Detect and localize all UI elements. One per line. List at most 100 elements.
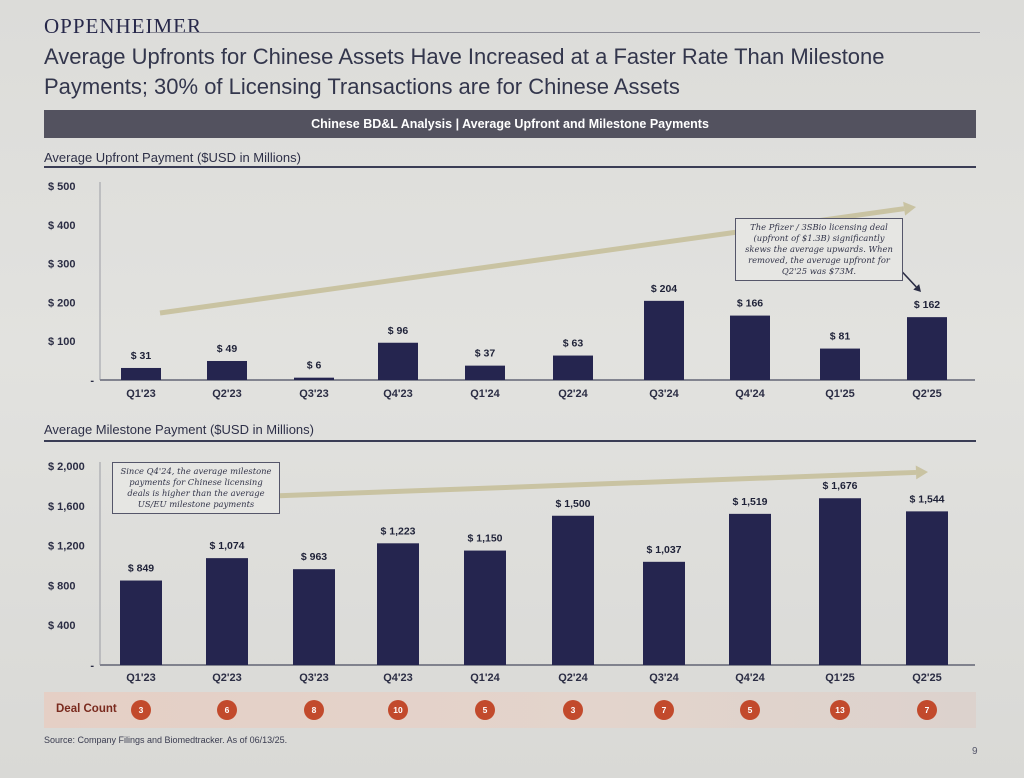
milestone-y-tick-label: - — [90, 660, 94, 672]
upfront-bar — [820, 348, 860, 380]
milestone-category-label: Q3'23 — [299, 672, 329, 684]
milestone-y-tick-label: $ 400 — [48, 620, 76, 632]
upfront-value-label: $ 204 — [651, 283, 677, 295]
milestone-y-tick-label: $ 2,000 — [48, 461, 85, 473]
upfront-category-label: Q1'23 — [126, 388, 156, 400]
upfront-y-tick-label: $ 300 — [48, 259, 76, 271]
milestone-bar — [206, 558, 248, 665]
deal-count-circle: 8 — [304, 700, 324, 720]
upfront-bar — [644, 300, 684, 380]
upfront-category-label: Q3'23 — [299, 388, 329, 400]
upfront-value-label: $ 49 — [217, 343, 238, 355]
milestone-value-label: $ 963 — [301, 551, 327, 563]
milestone-category-label: Q2'24 — [558, 672, 588, 684]
deal-count-circle: 5 — [475, 700, 495, 720]
oppenheimer-logo: OPPENHEIMER — [44, 14, 203, 38]
upfront-bar — [207, 360, 247, 380]
section-banner: Chinese BD&L Analysis | Average Upfront … — [44, 110, 976, 138]
upfront-category-label: Q4'24 — [735, 388, 765, 400]
upfront-bar — [465, 365, 505, 380]
upfront-chart-title: Average Upfront Payment ($USD in Million… — [44, 150, 301, 165]
deal-count-circle: 5 — [740, 700, 760, 720]
upfront-y-tick-label: $ 100 — [48, 336, 76, 348]
milestone-category-label: Q3'24 — [649, 672, 679, 684]
milestone-trend-arrow-shaft — [271, 469, 917, 499]
milestone-category-label: Q1'24 — [470, 672, 500, 684]
deal-count-circle: 3 — [563, 700, 583, 720]
milestone-trend-arrow-head — [915, 465, 928, 480]
upfront-category-label: Q3'24 — [649, 388, 679, 400]
deal-count-circle: 3 — [131, 700, 151, 720]
upfront-value-label: $ 96 — [388, 325, 409, 337]
upfront-value-label: $ 166 — [737, 298, 763, 310]
milestone-bar — [643, 561, 685, 665]
upfront-bar — [378, 342, 418, 380]
upfront-bar — [121, 367, 161, 380]
milestone-category-label: Q4'23 — [383, 672, 413, 684]
slide-title-line-1: Average Upfronts for Chinese Assets Have… — [44, 44, 885, 69]
milestone-bar — [552, 515, 594, 665]
page-number: 9 — [972, 746, 978, 757]
upfront-value-label: $ 31 — [131, 350, 152, 362]
milestone-title-rule — [44, 440, 976, 442]
milestone-bar — [293, 569, 335, 665]
milestone-bar — [819, 498, 861, 665]
logo-rule — [150, 32, 980, 33]
upfront-annotation-pointer-head — [913, 284, 921, 292]
upfront-title-rule — [44, 166, 976, 168]
milestone-bar — [906, 511, 948, 665]
upfront-bar — [730, 315, 770, 380]
milestone-y-tick-label: $ 1,600 — [48, 501, 85, 513]
milestone-y-tick-label: $ 800 — [48, 580, 76, 592]
upfront-category-label: Q1'24 — [470, 388, 500, 400]
deal-count-band: Deal Count 3 6 8 10 5 3 7 5 13 7 — [44, 692, 976, 728]
upfront-y-tick-label: $ 500 — [48, 181, 76, 193]
milestone-value-label: $ 1,676 — [822, 480, 857, 492]
slide-title-line-2: Payments; 30% of Licensing Transactions … — [44, 74, 680, 99]
deal-count-circle: 13 — [830, 700, 850, 720]
milestone-value-label: $ 1,544 — [909, 493, 944, 505]
deal-count-circle: 10 — [388, 700, 408, 720]
milestone-y-tick-label: $ 1,200 — [48, 541, 85, 553]
milestone-value-label: $ 1,037 — [646, 544, 681, 556]
slide-title: Average Upfronts for Chinese Assets Have… — [44, 42, 984, 102]
upfront-bar — [907, 317, 947, 380]
milestone-value-label: $ 1,519 — [732, 496, 767, 508]
milestone-category-label: Q4'24 — [735, 672, 765, 684]
milestone-value-label: $ 849 — [128, 563, 154, 575]
milestone-chart-title: Average Milestone Payment ($USD in Milli… — [44, 422, 314, 437]
upfront-y-tick-label: $ 200 — [48, 297, 76, 309]
upfront-trend-arrow-head — [903, 201, 916, 216]
deal-count-circle: 6 — [217, 700, 237, 720]
upfront-value-label: $ 63 — [563, 338, 584, 350]
deal-count-label: Deal Count — [56, 703, 117, 715]
milestone-value-label: $ 1,150 — [467, 533, 502, 545]
upfront-y-tick-label: - — [90, 375, 94, 387]
upfront-bar — [294, 377, 334, 380]
milestone-value-label: $ 1,223 — [380, 525, 415, 537]
upfront-value-label: $ 162 — [914, 299, 940, 311]
source-note: Source: Company Filings and Biomedtracke… — [44, 735, 288, 745]
upfront-category-label: Q2'25 — [912, 388, 942, 400]
upfront-value-label: $ 6 — [307, 360, 322, 372]
upfront-annotation: The Pfizer / 3SBio licensing deal (upfro… — [735, 218, 903, 281]
upfront-category-label: Q1'25 — [825, 388, 855, 400]
milestone-value-label: $ 1,500 — [555, 498, 590, 510]
milestone-category-label: Q1'23 — [126, 672, 156, 684]
milestone-bar — [464, 550, 506, 665]
upfront-category-label: Q2'23 — [212, 388, 242, 400]
upfront-category-label: Q2'24 — [558, 388, 588, 400]
milestone-annotation: Since Q4'24, the average milestone payme… — [112, 462, 280, 514]
milestone-category-label: Q2'23 — [212, 672, 242, 684]
milestone-bar — [120, 580, 162, 665]
milestone-bar — [729, 513, 771, 665]
milestone-category-label: Q1'25 — [825, 672, 855, 684]
upfront-bar — [553, 355, 593, 380]
upfront-category-label: Q4'23 — [383, 388, 413, 400]
deal-count-circle: 7 — [917, 700, 937, 720]
upfront-value-label: $ 81 — [830, 331, 851, 343]
milestone-category-label: Q2'25 — [912, 672, 942, 684]
